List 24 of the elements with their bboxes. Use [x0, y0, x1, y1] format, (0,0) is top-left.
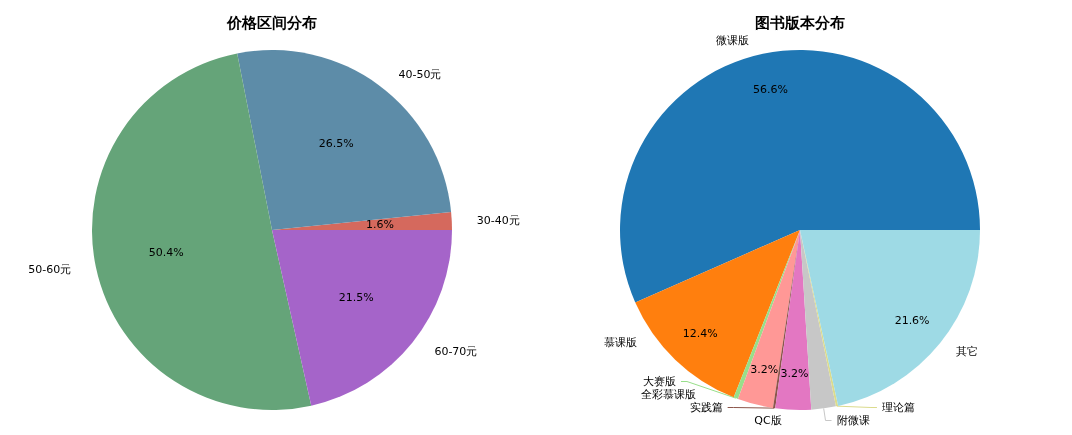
slice-label: 其它 [956, 345, 979, 359]
data-label: 21.6% [894, 313, 930, 327]
slice-label: 实践篇 [689, 401, 723, 414]
slice-label: 30-40元 [476, 213, 520, 227]
slice-label: 40-50元 [398, 67, 442, 81]
slice-label: 60-70元 [434, 344, 478, 358]
chart-title: 价格区间分布 [226, 13, 317, 32]
data-label: 26.5% [318, 136, 354, 150]
data-label: 12.4% [682, 327, 718, 341]
slice-label: QC版 [754, 414, 782, 427]
slice-label: 大赛版 [642, 375, 676, 388]
data-label: 50.4% [148, 245, 184, 259]
slice-label: 全彩慕课版 [640, 388, 696, 401]
data-label: 3.2% [750, 362, 779, 376]
data-label: 21.5% [338, 291, 374, 305]
slice-label: 慕课版 [604, 335, 638, 349]
chart-title: 图书版本分布 [755, 13, 845, 32]
slice-label: 理论篇 [881, 401, 915, 414]
data-label: 1.6% [365, 218, 394, 232]
slice-label: 附微课 [836, 414, 870, 427]
slice-label: 微课版 [716, 33, 750, 47]
data-label: 3.2% [780, 367, 809, 381]
data-label: 56.6% [752, 82, 788, 96]
slice-label: 50-60元 [28, 263, 72, 277]
